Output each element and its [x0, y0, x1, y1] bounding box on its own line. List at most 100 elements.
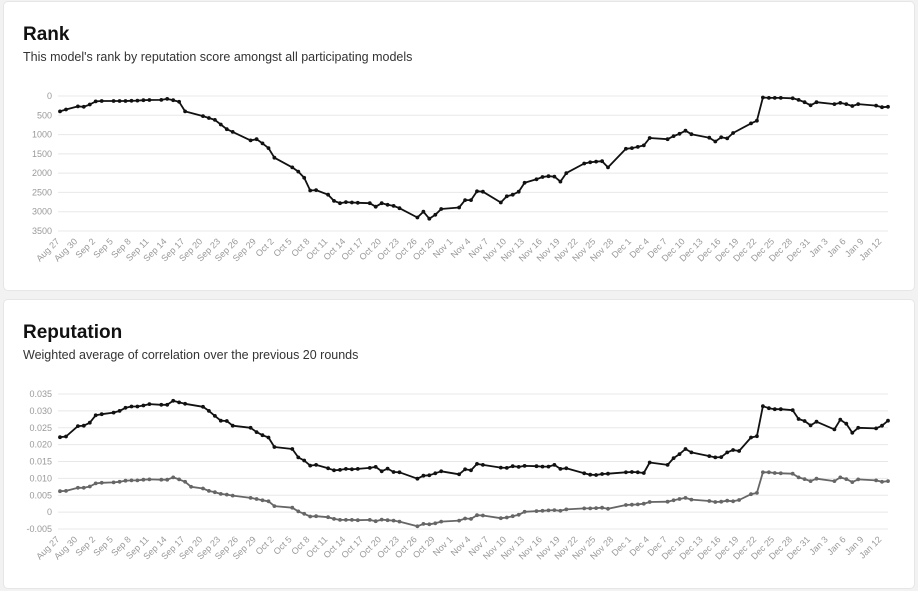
reputation-series-2-point[interactable] — [802, 477, 807, 481]
reputation-series-1-point[interactable] — [177, 400, 182, 405]
reputation-series-1-point[interactable] — [606, 471, 610, 476]
reputation-series-1-point[interactable] — [415, 476, 420, 481]
rank-series-1-point[interactable] — [260, 141, 265, 146]
reputation-series-2-point[interactable] — [814, 476, 819, 481]
reputation-series-1-point[interactable] — [111, 410, 116, 415]
rank-series-1-point[interactable] — [796, 98, 801, 102]
reputation-series-2-point[interactable] — [224, 492, 229, 497]
reputation-series-2-point[interactable] — [856, 477, 861, 482]
reputation-series-2-point[interactable] — [832, 479, 837, 483]
reputation-series-1-point[interactable] — [713, 455, 718, 460]
reputation-series-2-point[interactable] — [189, 484, 194, 489]
reputation-series-1-point[interactable] — [814, 419, 819, 424]
reputation-series-2-point[interactable] — [379, 517, 384, 522]
reputation-series-2-point[interactable] — [534, 509, 539, 513]
rank-series-1-point[interactable] — [546, 174, 551, 179]
reputation-series-1-point[interactable] — [665, 463, 670, 467]
reputation-series-2-point[interactable] — [183, 479, 188, 484]
reputation-series-2-point[interactable] — [606, 506, 610, 511]
reputation-series-1-point[interactable] — [457, 472, 461, 477]
reputation-series-1-point[interactable] — [808, 423, 813, 428]
reputation-series-1-point[interactable] — [344, 467, 348, 471]
rank-series-1-point[interactable] — [64, 107, 68, 112]
reputation-series-2-point[interactable] — [624, 503, 628, 507]
rank-series-1-point[interactable] — [213, 118, 217, 122]
reputation-series-2-point[interactable] — [838, 475, 843, 480]
reputation-series-2-point[interactable] — [796, 475, 801, 480]
rank-series-1-point[interactable] — [379, 201, 384, 206]
reputation-series-1-point[interactable] — [630, 470, 634, 474]
reputation-series-2-point[interactable] — [683, 496, 688, 500]
reputation-series-2-point[interactable] — [177, 477, 182, 482]
reputation-series-1-point[interactable] — [749, 435, 753, 440]
rank-series-1-point[interactable] — [522, 180, 527, 185]
reputation-series-2-point[interactable] — [582, 506, 587, 511]
reputation-series-1-point[interactable] — [469, 468, 473, 473]
reputation-series-1-point[interactable] — [266, 435, 271, 440]
reputation-series-2-point[interactable] — [367, 518, 372, 522]
rank-series-1-point[interactable] — [439, 207, 444, 211]
reputation-series-2-point[interactable] — [707, 499, 712, 503]
rank-series-1-point[interactable] — [552, 174, 557, 179]
reputation-series-2-point[interactable] — [504, 515, 509, 520]
reputation-series-2-point[interactable] — [415, 524, 420, 529]
reputation-series-2-point[interactable] — [874, 478, 878, 483]
rank-series-1-point[interactable] — [772, 96, 777, 100]
rank-series-1-point[interactable] — [665, 137, 670, 142]
rank-series-1-point[interactable] — [850, 104, 855, 108]
reputation-series-2-point[interactable] — [778, 471, 783, 476]
reputation-series-1-point[interactable] — [737, 449, 741, 453]
reputation-series-2-point[interactable] — [719, 499, 724, 504]
rank-series-1-point[interactable] — [415, 215, 420, 220]
reputation-series-1-point[interactable] — [373, 465, 378, 469]
reputation-series-2-point[interactable] — [463, 516, 467, 521]
rank-series-1-point[interactable] — [802, 100, 807, 105]
reputation-series-2-point[interactable] — [129, 478, 134, 483]
reputation-series-1-point[interactable] — [290, 447, 295, 451]
reputation-series-2-point[interactable] — [475, 513, 479, 518]
rank-series-1-point[interactable] — [671, 134, 676, 139]
reputation-series-1-point[interactable] — [248, 425, 253, 430]
reputation-series-1-point[interactable] — [391, 470, 396, 474]
rank-series-1-point[interactable] — [778, 96, 783, 100]
reputation-series-1-point[interactable] — [379, 469, 384, 474]
reputation-series-2-point[interactable] — [260, 498, 265, 503]
reputation-series-1-point[interactable] — [338, 468, 342, 472]
rank-series-1-point[interactable] — [302, 175, 307, 180]
reputation-series-1-point[interactable] — [838, 417, 843, 422]
rank-series-1-point[interactable] — [93, 99, 98, 104]
rank-series-1-point[interactable] — [254, 137, 259, 142]
reputation-series-1-point[interactable] — [355, 467, 360, 471]
reputation-series-2-point[interactable] — [117, 479, 122, 484]
rank-series-1-point[interactable] — [582, 161, 587, 166]
reputation-series-1-point[interactable] — [159, 402, 164, 407]
reputation-series-2-point[interactable] — [147, 477, 152, 482]
reputation-series-1-point[interactable] — [516, 465, 521, 469]
reputation-series-2-point[interactable] — [558, 508, 563, 513]
rank-series-1-point[interactable] — [338, 201, 342, 206]
reputation-series-1-point[interactable] — [296, 455, 301, 460]
reputation-series-1-point[interactable] — [218, 418, 223, 423]
rank-series-1-point[interactable] — [332, 199, 336, 203]
reputation-series-2-point[interactable] — [510, 514, 515, 519]
reputation-series-1-point[interactable] — [886, 418, 890, 423]
reputation-series-1-point[interactable] — [796, 417, 801, 421]
reputation-series-2-point[interactable] — [141, 477, 146, 482]
reputation-series-2-point[interactable] — [725, 498, 730, 503]
reputation-series-2-point[interactable] — [159, 477, 164, 482]
reputation-series-1-point[interactable] — [475, 462, 479, 466]
rank-series-1-point[interactable] — [224, 127, 229, 132]
rank-series-1-point[interactable] — [761, 95, 765, 100]
reputation-series-1-point[interactable] — [522, 464, 527, 468]
reputation-series-1-point[interactable] — [588, 472, 593, 477]
rank-series-1-point[interactable] — [832, 102, 837, 106]
rank-series-1-point[interactable] — [81, 104, 86, 109]
rank-series-1-point[interactable] — [808, 103, 813, 108]
reputation-series-2-point[interactable] — [171, 475, 176, 480]
reputation-series-2-point[interactable] — [439, 519, 444, 524]
reputation-series-2-point[interactable] — [498, 516, 503, 521]
reputation-series-2-point[interactable] — [296, 509, 301, 514]
rank-series-1-point[interactable] — [147, 98, 152, 102]
rank-series-1-point[interactable] — [814, 100, 819, 105]
reputation-series-2-point[interactable] — [373, 519, 378, 524]
